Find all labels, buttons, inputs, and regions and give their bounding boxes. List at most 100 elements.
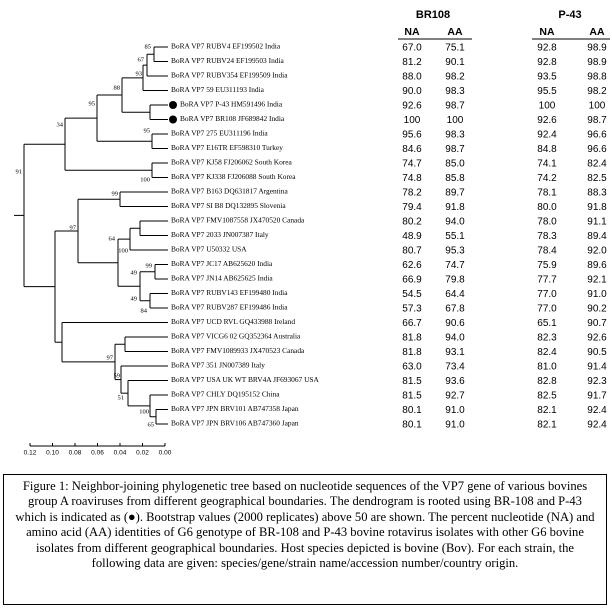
identity-value: 74.8	[402, 173, 422, 184]
identity-value: 79.4	[402, 202, 422, 213]
identity-value: 92.8	[537, 43, 557, 54]
identity-value: 92.0	[587, 246, 607, 257]
strain-label: BoRA VP7 BR108 JF689842 India	[180, 114, 285, 123]
identity-value: 95.3	[445, 246, 465, 257]
identity-value: 66.9	[402, 275, 422, 286]
identity-value: 74.7	[402, 159, 422, 170]
identity-value: 74.7	[445, 260, 465, 271]
identity-value: 85.0	[445, 159, 465, 170]
identity-value: 98.2	[445, 72, 465, 83]
identity-value: 80.1	[402, 405, 422, 416]
identity-value: 78.0	[537, 217, 557, 228]
bootstrap-value: 95	[89, 100, 96, 107]
bootstrap-value: 99	[112, 190, 119, 197]
bootstrap-value: 88	[114, 84, 121, 91]
bootstrap-value: 49	[131, 295, 138, 302]
bootstrap-value: 64	[109, 235, 116, 242]
identity-value: 82.4	[537, 347, 557, 358]
strain-label: BoRA VP7 RUBV4 EF199502 India	[171, 42, 281, 51]
scale-label: 0.06	[91, 450, 104, 457]
strain-label: BoRA VP7 JPN BRV101 AB747358 Japan	[171, 404, 299, 413]
strain-label: BoRA VP7 KJ58 FJ206062 South Korea	[171, 158, 293, 167]
group-header: BR108	[416, 9, 450, 21]
identity-value: 78.3	[537, 231, 557, 242]
identity-value: 90.1	[445, 57, 465, 68]
identity-value: 78.2	[402, 188, 422, 199]
strain-label: BoRA VP7 FMV1089933 JX470523 Canada	[171, 346, 305, 355]
strain-label: BoRA VP7 P-43 HM591496 India	[180, 100, 283, 109]
identity-value: 98.3	[445, 130, 465, 141]
identity-value: 92.8	[537, 57, 557, 68]
identity-value: 95.6	[402, 130, 422, 141]
strain-label: BoRA VP7 RUBV354 EF199509 India	[171, 71, 288, 80]
identity-value: 82.1	[537, 420, 557, 431]
identity-value: 88.0	[402, 72, 422, 83]
identity-value: 57.3	[402, 304, 422, 315]
scale-label: 0.02	[136, 450, 149, 457]
identity-value: 85.8	[445, 173, 465, 184]
strain-label: BoRA VP7 275 EU311196 India	[171, 129, 268, 138]
bootstrap-value: 85	[145, 43, 152, 50]
bootstrap-value: 59	[114, 372, 121, 379]
identity-value: 80.2	[402, 217, 422, 228]
bootstrap-value: 93	[136, 70, 143, 77]
identity-value: 48.9	[402, 231, 422, 242]
identity-value: 96.6	[587, 144, 607, 155]
scale-label: 0.00	[159, 450, 172, 457]
identity-value: 93.5	[537, 72, 557, 83]
bootstrap-value: 95	[144, 127, 151, 134]
strain-label: BoRA VP7 VICG6 02 GQ352364 Australia	[171, 332, 301, 341]
identity-value: 91.8	[587, 202, 607, 213]
identity-value: 100	[589, 101, 606, 112]
identity-value: 90.0	[402, 86, 422, 97]
identity-value: 91.4	[587, 362, 607, 373]
identity-value: 79.8	[445, 275, 465, 286]
identity-value: 92.6	[587, 333, 607, 344]
identity-value: 66.7	[402, 318, 422, 329]
bootstrap-value: 51	[118, 394, 125, 401]
root-marker	[169, 101, 177, 109]
identity-value: 100	[404, 115, 421, 126]
identity-value: 94.0	[445, 333, 465, 344]
bootstrap-value: 97	[70, 224, 77, 231]
identity-value: 78.1	[537, 188, 557, 199]
identity-value: 90.5	[587, 347, 607, 358]
strain-label: BoRA VP7 FMV1087558 JX470520 Canada	[171, 216, 305, 225]
identity-value: 95.5	[537, 86, 557, 97]
strain-label: BoRA VP7 351 JN007389 Italy	[171, 361, 265, 370]
identity-value: 82.4	[587, 159, 607, 170]
bootstrap-value: 99	[146, 262, 153, 269]
bootstrap-value: 97	[107, 354, 114, 361]
identity-value: 91.0	[445, 420, 465, 431]
identity-value: 92.4	[537, 130, 557, 141]
identity-value: 74.1	[537, 159, 557, 170]
identity-value: 92.1	[587, 275, 607, 286]
identity-value: 90.6	[445, 318, 465, 329]
identity-value: 89.6	[587, 260, 607, 271]
identity-value: 67.0	[402, 43, 422, 54]
identity-value: 92.6	[402, 101, 422, 112]
identity-value: 98.7	[445, 144, 465, 155]
identity-value: 98.7	[445, 101, 465, 112]
identity-value: 77.7	[537, 275, 557, 286]
column-header: AA	[447, 26, 463, 38]
identity-value: 98.8	[587, 72, 607, 83]
bootstrap-value: 49	[131, 269, 138, 276]
identity-value: 91.0	[445, 405, 465, 416]
strain-label: BoRA VP7 RUBV287 EF199486 India	[171, 303, 288, 312]
bootstrap-value: 100	[140, 176, 150, 183]
identity-value: 82.8	[537, 376, 557, 387]
bootstrap-value: 34	[57, 121, 64, 128]
identity-value: 84.8	[537, 144, 557, 155]
identity-value: 98.7	[587, 115, 607, 126]
bootstrap-value: 84	[141, 307, 148, 314]
identity-value: 80.1	[402, 420, 422, 431]
identity-value: 92.3	[587, 376, 607, 387]
identity-value: 91.0	[587, 289, 607, 300]
identity-value: 91.7	[587, 391, 607, 402]
identity-value: 89.4	[587, 231, 607, 242]
identity-value: 93.6	[445, 376, 465, 387]
strain-label: BoRA VP7 2033 JN007387 Italy	[171, 230, 269, 239]
identity-value: 82.5	[587, 173, 607, 184]
